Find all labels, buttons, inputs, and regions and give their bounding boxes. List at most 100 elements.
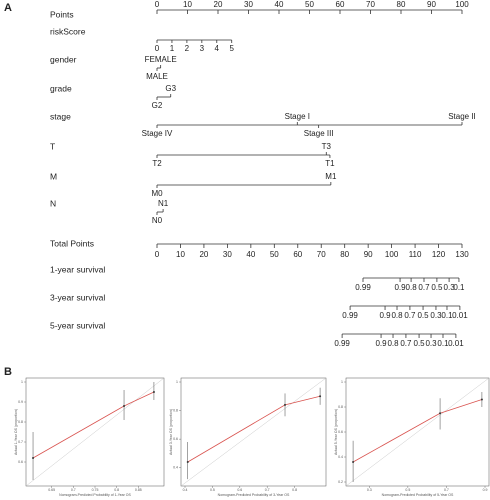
tick-label: 0.7 xyxy=(265,488,270,492)
tick-label: T2 xyxy=(152,159,162,168)
tick-label: 100 xyxy=(385,250,399,259)
tick-label: 90 xyxy=(364,250,373,259)
tick-label: 70 xyxy=(366,0,375,9)
tick-label: 0.7 xyxy=(404,311,416,320)
tick-label: Stage I xyxy=(285,112,310,121)
tick-label: Stage IV xyxy=(142,129,173,138)
plot-frame xyxy=(180,377,327,487)
calibration-line xyxy=(32,391,155,459)
tick-label: 0.99 xyxy=(342,311,358,320)
tick-label: 0.6 xyxy=(338,430,343,434)
tick-label: G3 xyxy=(165,84,176,93)
point xyxy=(152,391,155,393)
tick-label: 0.3 xyxy=(367,488,372,492)
tick-label: 0.5 xyxy=(405,488,410,492)
panel-label: A xyxy=(4,2,12,14)
tick-label: 0.1 xyxy=(453,283,465,292)
tick-label: 1 xyxy=(341,380,343,384)
tick-label: 20 xyxy=(214,0,223,9)
y-axis-title: Actual 3-Year OS (proportion) xyxy=(169,409,173,455)
tick-label: 0.7 xyxy=(18,440,23,444)
calibration-line xyxy=(187,395,321,463)
tick-label: 0.9 xyxy=(375,339,387,348)
row-name: 3-year survival xyxy=(50,292,105,302)
tick-label: 0.3 xyxy=(425,339,437,348)
row-name: grade xyxy=(50,83,72,93)
tick-label: 40 xyxy=(275,0,284,9)
tick-label: 80 xyxy=(397,0,406,9)
point xyxy=(319,395,322,398)
tick-label: 4 xyxy=(215,44,220,53)
panel-label: B xyxy=(4,366,12,378)
ideal-line xyxy=(345,377,490,487)
tick-label: 120 xyxy=(432,250,446,259)
tick-label: 0.01 xyxy=(448,339,464,348)
tick-label: 1 xyxy=(170,44,175,53)
tick-label: 0.85 xyxy=(135,488,142,492)
y-axis-title: Actual 5-Year OS (proportion) xyxy=(334,409,338,455)
tick-label: 80 xyxy=(340,250,349,259)
y-axis-title: Actual 1-Year OS (proportion) xyxy=(14,409,18,455)
tick-label: 0.6 xyxy=(173,437,178,441)
tick-label: 0.99 xyxy=(355,283,371,292)
tick-label: 1 xyxy=(21,380,23,384)
tick-label: 0.7 xyxy=(400,339,412,348)
tick-label: 0.1 xyxy=(441,311,453,320)
tick-label: 0.8 xyxy=(292,488,297,492)
tick-label: 0.4 xyxy=(173,466,178,470)
point xyxy=(123,405,126,407)
tick-label: FEMALE xyxy=(145,55,177,64)
tick-label: 2 xyxy=(185,44,190,53)
tick-label: 0 xyxy=(155,250,160,259)
row-name: T xyxy=(50,141,55,151)
calibration-line xyxy=(352,399,483,463)
ideal-line xyxy=(25,377,165,487)
tick-label: 60 xyxy=(293,250,302,259)
tick-label: 30 xyxy=(223,250,232,259)
tick-label: 130 xyxy=(455,250,469,259)
tick-label: 5 xyxy=(229,44,234,53)
tick-label: 50 xyxy=(305,0,314,9)
tick-label: 0 xyxy=(155,44,160,53)
tick-label: N0 xyxy=(152,216,163,225)
row-name: 5-year survival xyxy=(50,320,105,330)
tick-label: 0.3 xyxy=(430,311,442,320)
tick-label: 0.8 xyxy=(338,405,343,409)
tick-label: Stage III xyxy=(304,129,334,138)
tick-label: 0.7 xyxy=(71,488,76,492)
row-name: 1-year survival xyxy=(50,264,105,274)
tick-label: 0.9 xyxy=(18,400,23,404)
tick-label: 0.1 xyxy=(437,339,449,348)
tick-label: T3 xyxy=(322,142,332,151)
tick-label: 0.8 xyxy=(18,420,23,424)
row-name: stage xyxy=(50,111,71,121)
tick-label: 0.8 xyxy=(173,408,178,412)
tick-label: 0.6 xyxy=(18,460,23,464)
tick-label: 0.99 xyxy=(334,339,350,348)
tick-label: 110 xyxy=(409,250,422,259)
tick-label: 3 xyxy=(200,44,205,53)
tick-label: 0.01 xyxy=(452,311,468,320)
tick-label: 0.9 xyxy=(379,311,391,320)
tick-label: 0.4 xyxy=(338,455,343,459)
row-name: M xyxy=(50,171,57,181)
x-axis-title: Nomogram-Predicted Probability of 3-Year… xyxy=(218,493,290,497)
tick-label: 0.8 xyxy=(406,283,418,292)
tick-label: T1 xyxy=(325,159,335,168)
row-name: Points xyxy=(50,9,74,19)
tick-label: 90 xyxy=(427,0,436,9)
tick-label: 60 xyxy=(336,0,345,9)
tick-label: 1 xyxy=(176,380,178,384)
tick-label: 0.5 xyxy=(417,311,429,320)
tick-label: 10 xyxy=(183,0,192,9)
tick-label: 0.5 xyxy=(210,488,215,492)
tick-label: 0.9 xyxy=(483,488,488,492)
point xyxy=(284,403,287,406)
tick-label: 0.65 xyxy=(48,488,55,492)
tick-label: 0.8 xyxy=(114,488,119,492)
point xyxy=(352,461,355,463)
tick-label: 10 xyxy=(176,250,185,259)
point xyxy=(32,457,35,459)
tick-label: 0.8 xyxy=(391,311,403,320)
tick-label: 0.7 xyxy=(418,283,430,292)
